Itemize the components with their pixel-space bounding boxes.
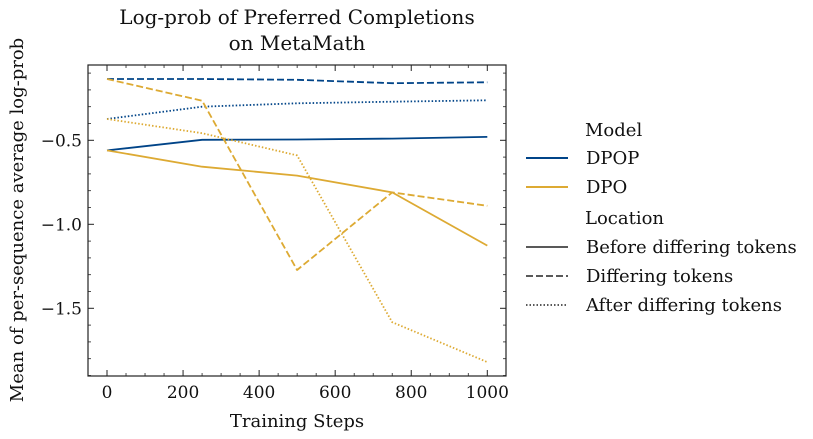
series-lines — [106, 78, 488, 363]
chart-subtitle: on MetaMath — [229, 31, 366, 55]
legend: Model DPOP DPO Location Before differing… — [526, 120, 797, 316]
legend-label-before: Before differing tokens — [586, 237, 797, 258]
legend-title-location: Location — [585, 208, 664, 229]
x-tick-label: 0 — [102, 383, 113, 403]
series-dpo-differing-tokens — [106, 78, 488, 271]
y-tick-label: −1.5 — [41, 299, 82, 319]
legend-label-dpo: DPO — [586, 177, 627, 198]
x-tick-label: 600 — [319, 383, 351, 403]
y-tick-label: −1.0 — [41, 215, 82, 235]
legend-label-dpop: DPOP — [586, 148, 639, 169]
legend-label-differing: Differing tokens — [586, 266, 733, 287]
legend-label-after: After differing tokens — [585, 295, 782, 316]
x-tick-label: 200 — [167, 383, 199, 403]
x-tick-label: 400 — [243, 383, 275, 403]
series-dpop-after-differing-tokens — [106, 99, 488, 120]
series-dpo-before-differing-tokens — [106, 149, 488, 247]
axes: 0 200 400 600 800 1000 −0.5 −1.0 −1.5 — [41, 65, 509, 403]
x-axis-label: Training Steps — [230, 411, 364, 432]
series-dpo-after-differing-tokens — [106, 118, 488, 363]
x-tick-label: 1000 — [466, 383, 509, 403]
y-axis-label: Mean of per-sequence average log-prob — [7, 38, 28, 402]
legend-title-model: Model — [585, 120, 642, 141]
x-tick-label: 800 — [395, 383, 427, 403]
series-dpop-differing-tokens — [107, 78, 488, 85]
chart-title: Log-prob of Preferred Completions — [119, 5, 474, 29]
series-dpop-before-differing-tokens — [106, 136, 488, 152]
y-tick-label: −0.5 — [41, 131, 82, 151]
plot-frame — [87, 64, 507, 377]
